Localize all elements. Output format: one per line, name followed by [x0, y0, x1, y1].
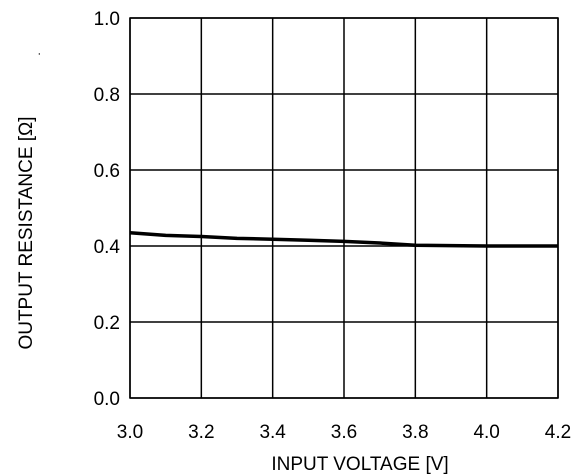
- x-tick-label: 3.6: [331, 422, 357, 443]
- y-axis-title-dot: .: [29, 52, 43, 55]
- x-tick-label: 4.0: [473, 422, 499, 443]
- y-tick-label: 0.4: [94, 237, 121, 258]
- gridlines: [129, 17, 559, 399]
- x-tick-label: 3.2: [188, 422, 214, 443]
- x-tick-label: 3.0: [117, 422, 143, 443]
- x-tick-label: 3.8: [402, 422, 428, 443]
- plot-frame: [129, 17, 559, 399]
- y-axis-title: OUTPUT RESISTANCE [Ω]: [16, 116, 37, 349]
- y-tick-label: 0.6: [94, 161, 120, 182]
- series-line-output-resistance: [129, 230, 558, 248]
- x-tick-label: 4.2: [545, 422, 571, 443]
- x-axis-title: INPUT VOLTAGE [V]: [271, 454, 448, 475]
- y-tick-labels: 0.0 0.2 0.4 0.6 0.8 1.0: [94, 9, 121, 410]
- y-tick-label: 1.0: [94, 9, 120, 30]
- y-tick-label: 0.2: [94, 313, 120, 334]
- x-tick-label: 3.4: [259, 422, 286, 443]
- x-tick-labels: 3.0 3.2 3.4 3.6 3.8 4.0 4.2: [117, 422, 571, 443]
- y-tick-label: 0.8: [94, 85, 120, 106]
- y-tick-label: 0.0: [94, 389, 120, 410]
